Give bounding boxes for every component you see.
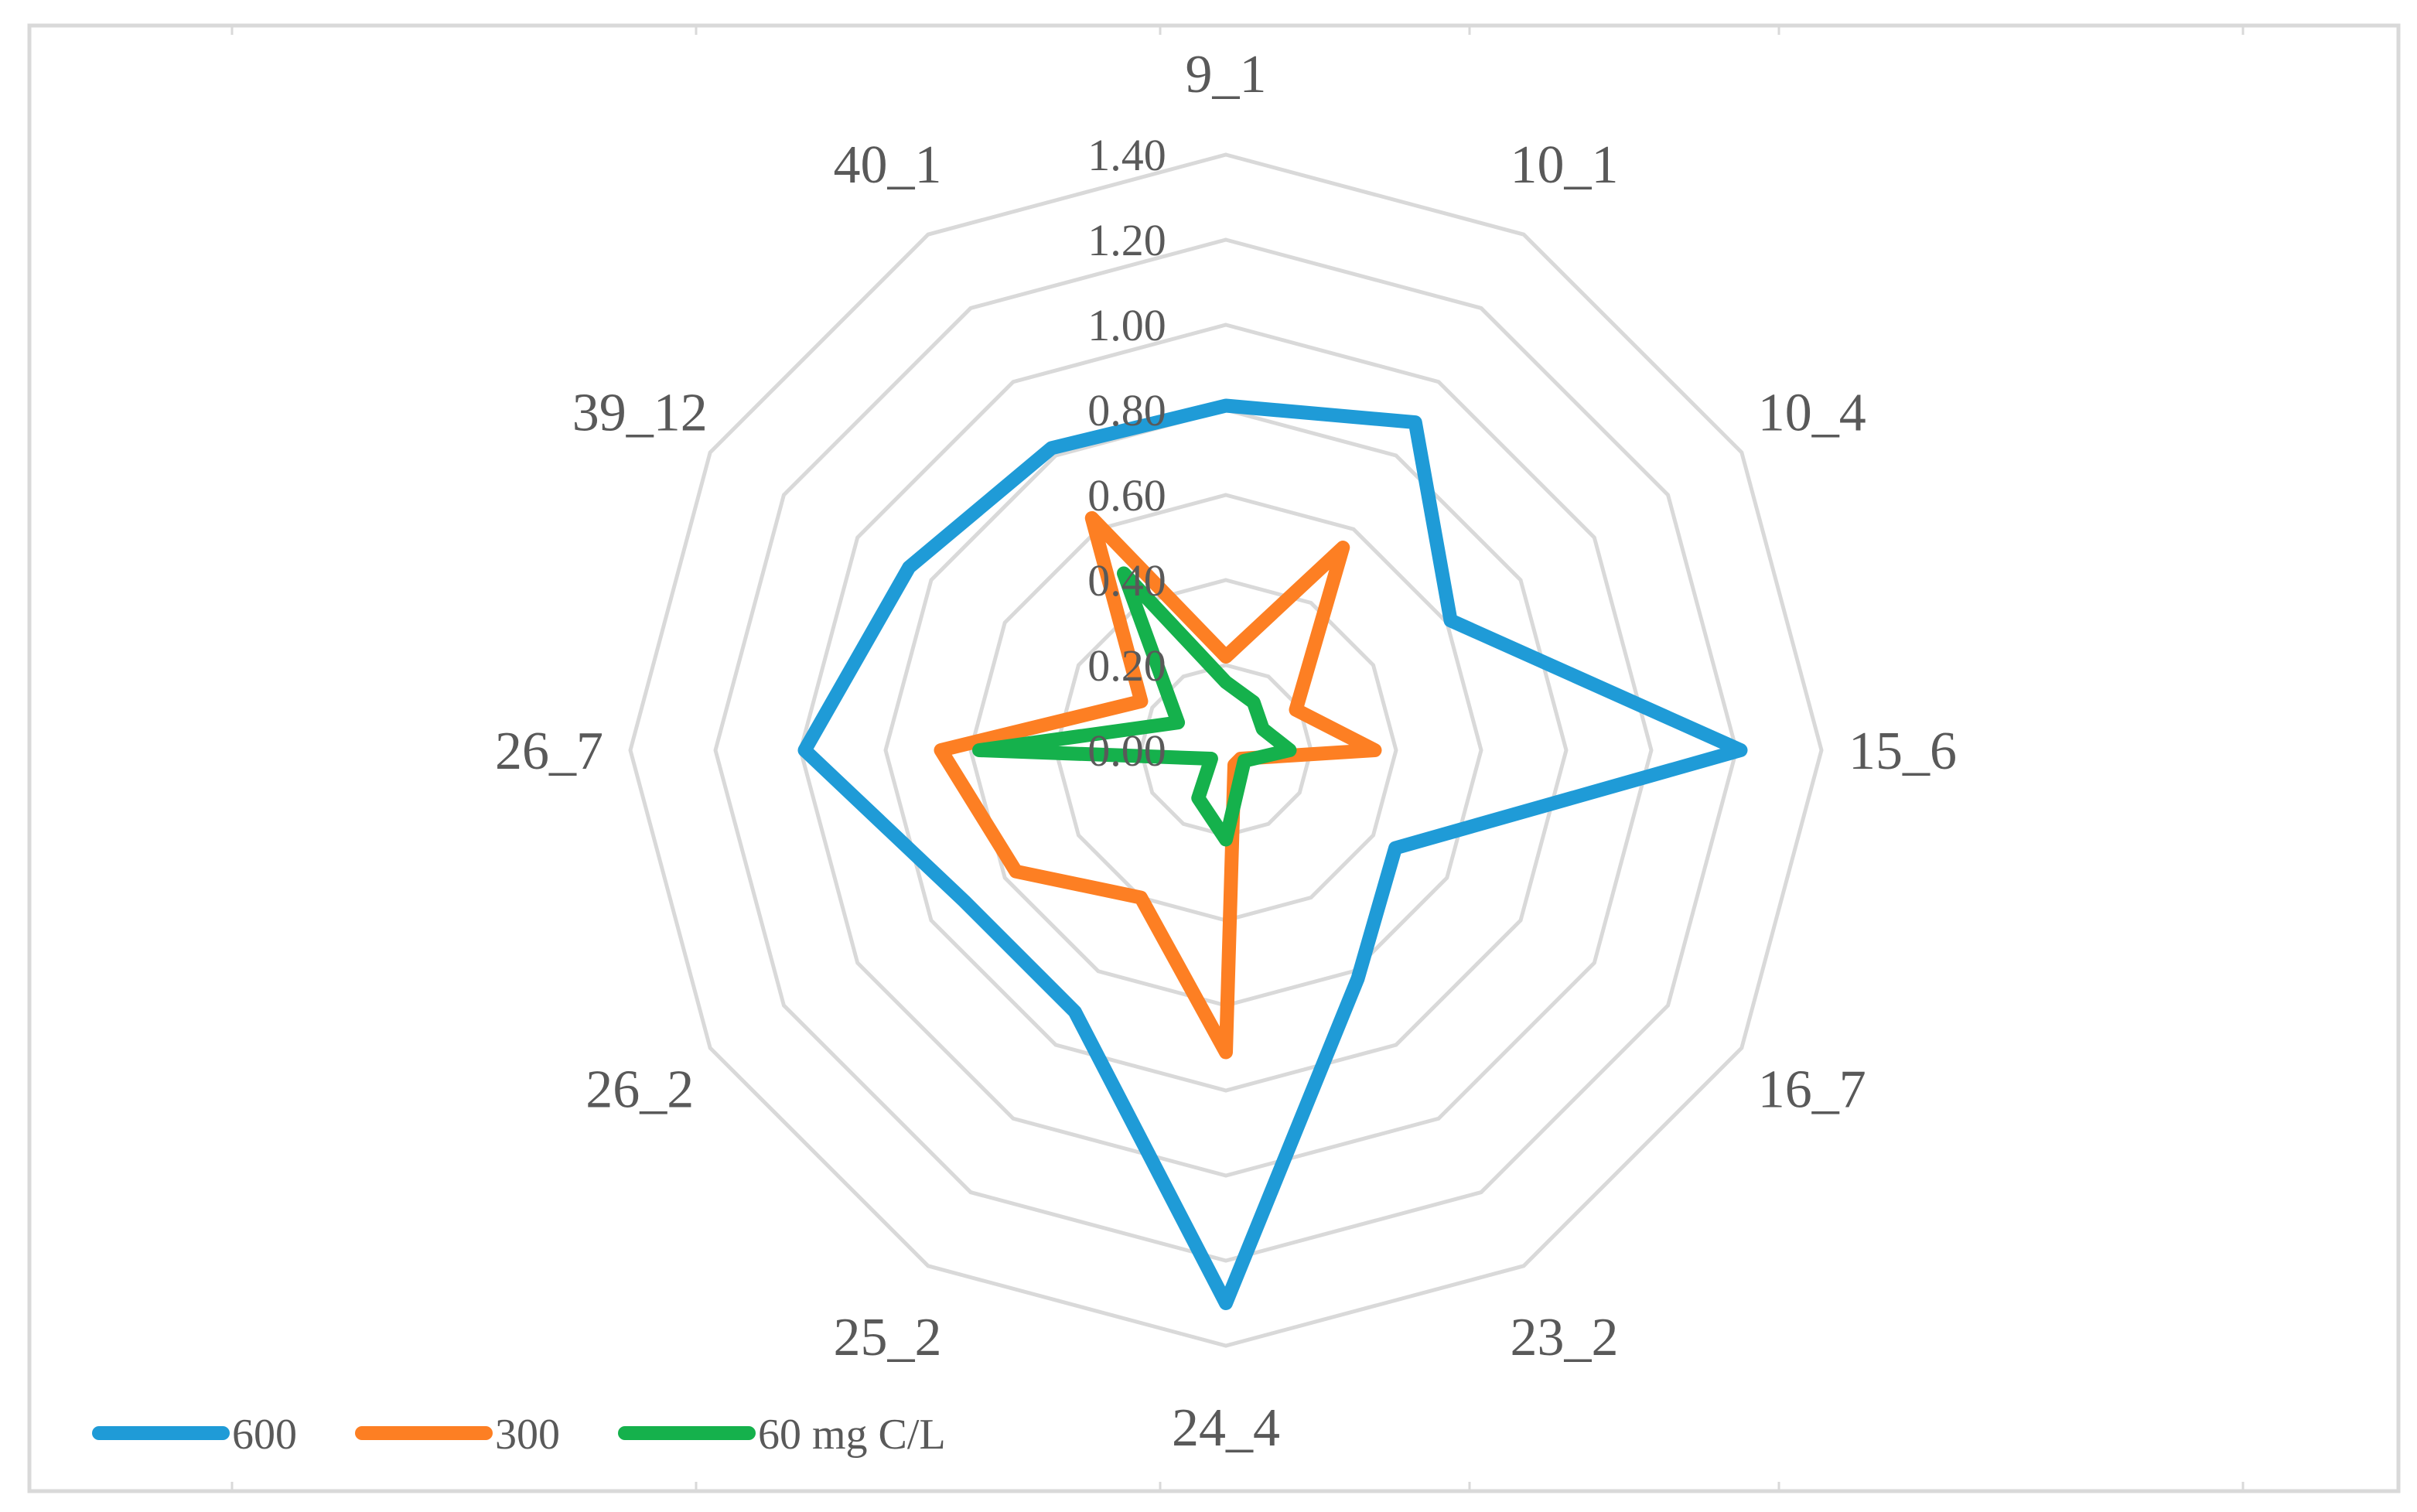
radial-tick-label: 0.00 xyxy=(1087,725,1166,776)
grid-ring xyxy=(883,408,1569,1093)
category-label: 26_7 xyxy=(495,722,603,781)
series-line-1 xyxy=(934,510,1382,1060)
category-label: 16_7 xyxy=(1758,1060,1866,1120)
category-label: 39_12 xyxy=(572,384,708,443)
radial-tick-label: 0.60 xyxy=(1087,470,1166,520)
category-label: 26_2 xyxy=(585,1060,694,1120)
radial-tick-label: 0.80 xyxy=(1087,385,1166,435)
category-label: 10_4 xyxy=(1758,384,1866,443)
category-labels: 9_1 10_1 10_4 15_6 16_7 23_2 24_4 25_2 26_2 26_7 3… xyxy=(495,45,1957,1458)
radial-tick-label: 0.20 xyxy=(1087,640,1166,691)
legend-label: 60 mg C/L xyxy=(758,1411,946,1459)
series-group xyxy=(797,398,1748,1310)
legend-label: 300 xyxy=(495,1411,560,1459)
grid-ring xyxy=(713,237,1739,1263)
category-label: 15_6 xyxy=(1849,722,1957,781)
radial-tick-label: 1.20 xyxy=(1087,215,1166,265)
category-label: 9_1 xyxy=(1186,45,1267,104)
category-label: 40_1 xyxy=(834,135,942,195)
radial-tick-label: 1.00 xyxy=(1087,300,1166,350)
series-line-2 xyxy=(972,566,1297,847)
series-line-0 xyxy=(797,398,1748,1310)
legend: 600 300 60 mg C/L xyxy=(92,1411,946,1459)
category-label: 10_1 xyxy=(1511,135,1619,195)
radial-tick-label: 0.40 xyxy=(1087,555,1166,606)
radial-tick-label: 1.40 xyxy=(1087,130,1166,180)
legend-label: 600 xyxy=(232,1411,297,1459)
grid-ring xyxy=(628,152,1824,1348)
category-label: 23_2 xyxy=(1511,1308,1619,1367)
category-label: 24_4 xyxy=(1172,1398,1280,1458)
category-label: 25_2 xyxy=(834,1308,942,1367)
outer-tick-marks xyxy=(230,26,2245,1491)
radial-tick-labels: 0.00 0.20 0.40 0.60 0.80 1.00 1.20 1.40 xyxy=(1087,130,1166,776)
grid-ring xyxy=(798,323,1654,1178)
